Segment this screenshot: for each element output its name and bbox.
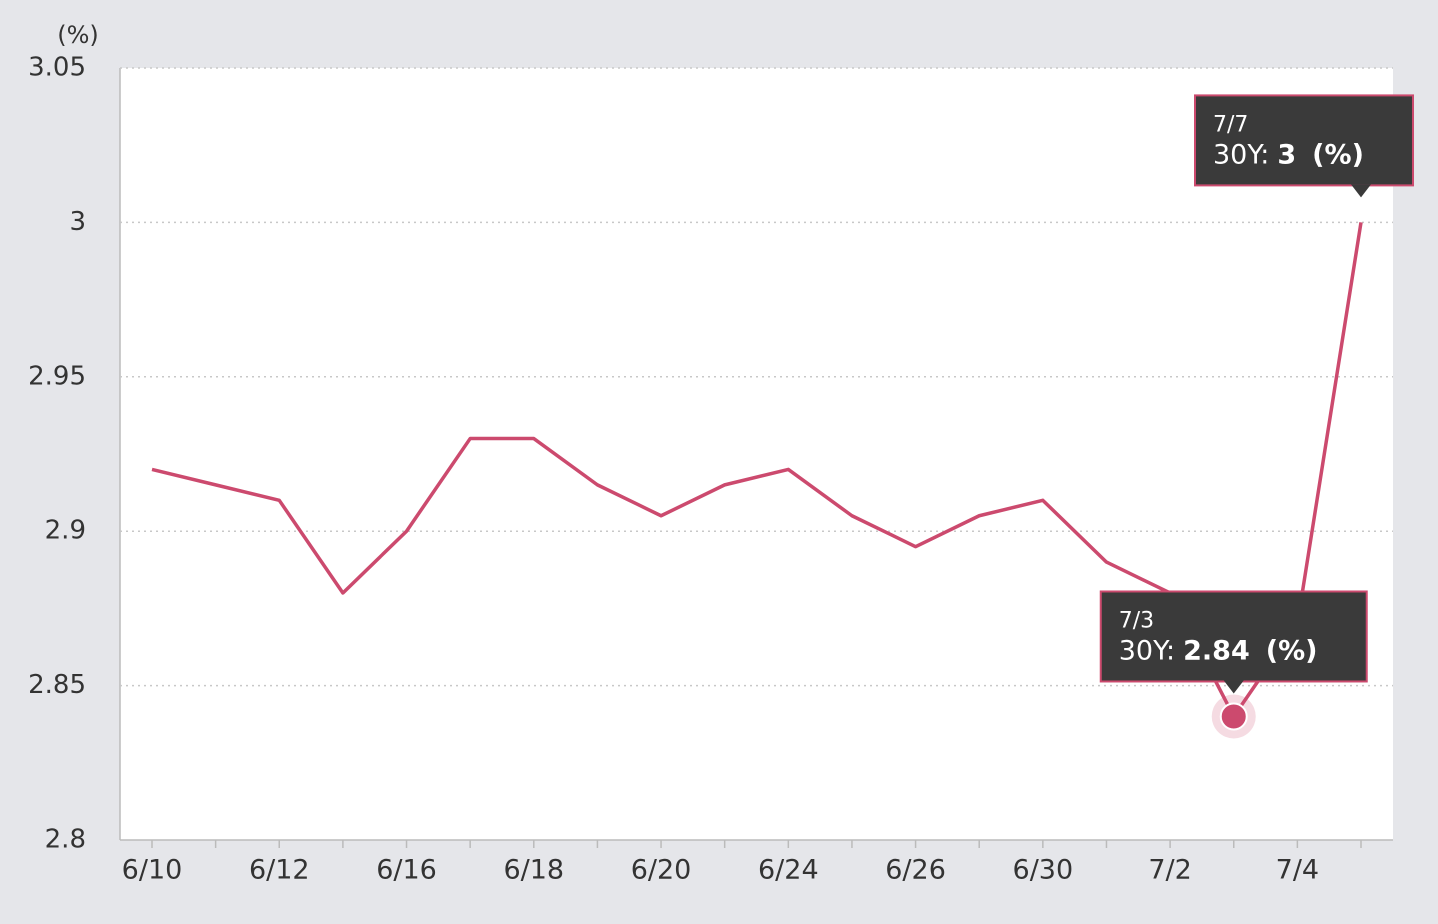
tooltip-box: [1194, 94, 1414, 187]
x-tick-label: 6/26: [885, 855, 946, 886]
tooltip-series: 30Y:: [1213, 139, 1269, 170]
data-line: [151, 222, 1363, 719]
tooltip-value-line: 30Y: 2.84 (%): [1119, 635, 1318, 666]
x-tick-label: 6/18: [503, 855, 564, 886]
highlight-point: [1219, 702, 1248, 731]
y-unit: (%): [57, 21, 99, 49]
tooltip-pointer: [1351, 184, 1371, 198]
y-tick-label: 2.9: [45, 516, 86, 546]
y-tick-label: 2.85: [28, 670, 86, 700]
x-tick-label: 6/12: [249, 855, 310, 886]
y-tick-label: 2.95: [28, 361, 86, 391]
x-tick-label: 7/4: [1276, 855, 1319, 886]
x-tick-label: 7/2: [1148, 855, 1191, 886]
tooltip-date: 7/7: [1213, 112, 1248, 137]
x-tick-label: 6/20: [631, 855, 692, 886]
tooltip-value: 3: [1277, 139, 1296, 170]
tooltip-unit: (%): [1266, 635, 1318, 666]
tooltip-value: 2.84: [1183, 635, 1250, 666]
tooltip-box: [1099, 590, 1368, 683]
y-tick-label: 3: [69, 207, 86, 237]
tooltip-pointer: [1223, 680, 1244, 694]
y-tick-label: 2.8: [45, 825, 86, 855]
plot-area: [120, 68, 1393, 840]
x-tick-label: 6/10: [122, 855, 183, 886]
x-tick-label: 6/16: [376, 855, 437, 886]
y-tick-label: 3.05: [28, 53, 86, 83]
tooltip-date: 7/3: [1119, 608, 1154, 633]
x-tick-label: 6/30: [1013, 855, 1074, 886]
tooltip-series: 30Y:: [1119, 635, 1175, 666]
tooltip-unit: (%): [1312, 139, 1364, 170]
x-tick-label: 6/24: [758, 855, 819, 886]
tooltip-value-line: 30Y: 3 (%): [1213, 139, 1364, 170]
